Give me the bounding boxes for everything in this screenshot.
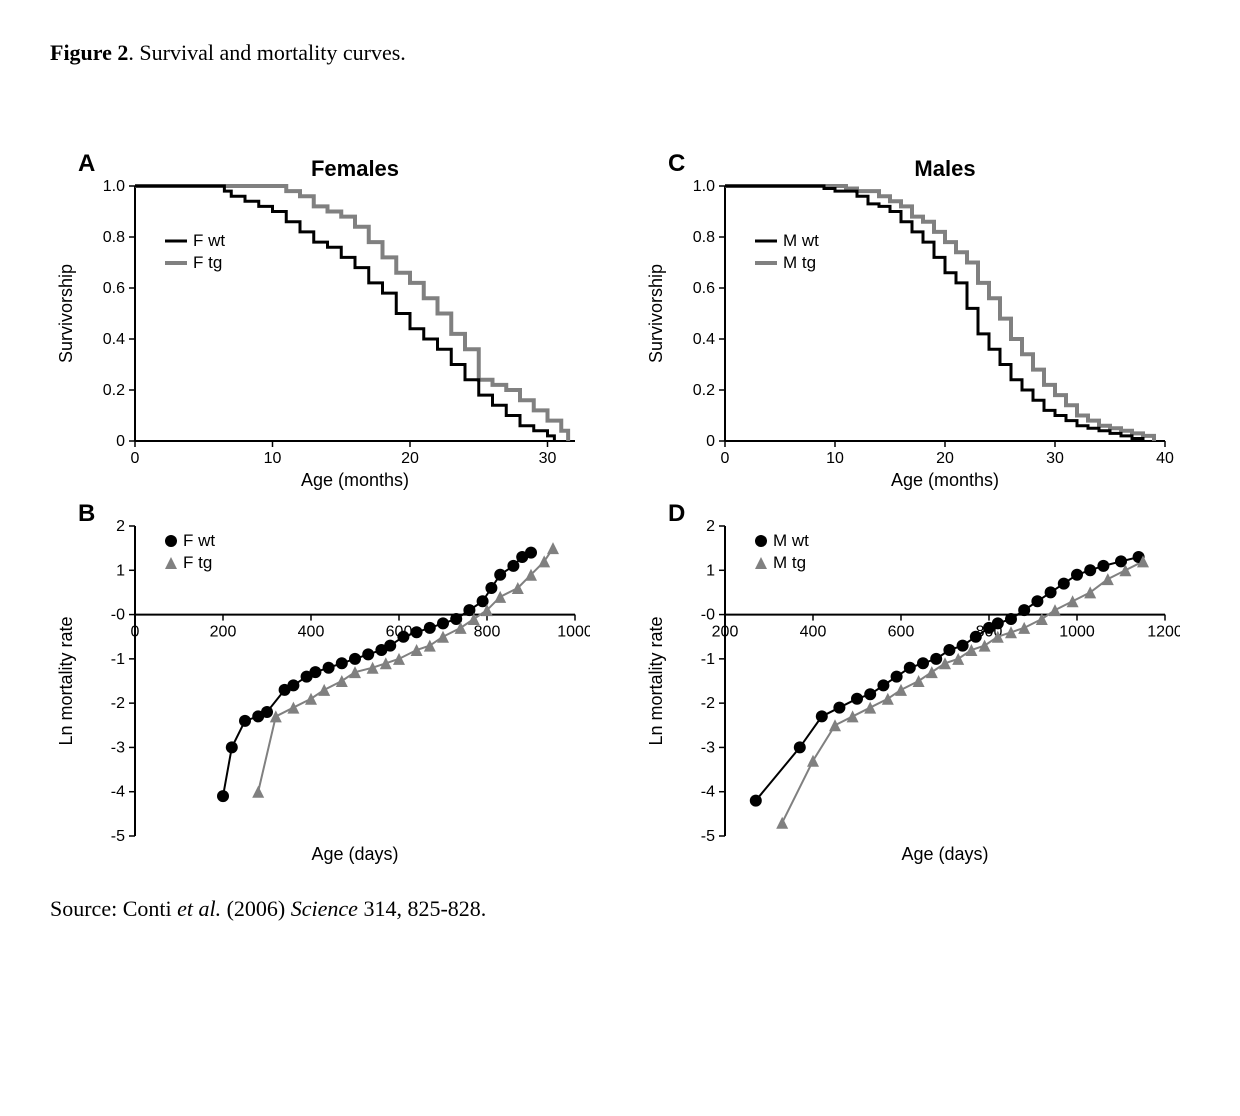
svg-text:30: 30 [1046, 450, 1064, 467]
source-line: Source: Conti et al. (2006) Science 314,… [50, 896, 1190, 922]
svg-text:Ln mortality rate: Ln mortality rate [646, 616, 666, 745]
svg-text:0: 0 [706, 433, 715, 450]
source-journal: Science [291, 896, 358, 921]
svg-text:1000: 1000 [557, 624, 590, 641]
svg-text:10: 10 [264, 450, 282, 467]
figure-caption: Figure 2. Survival and mortality curves. [50, 40, 1190, 66]
panel-A-chart: Females 0 10 20 30 0 0.2 0.4 0.6 0.8 1.0 Age (month… [50, 156, 590, 496]
svg-text:30: 30 [539, 450, 557, 467]
svg-text:0: 0 [131, 624, 140, 641]
figure-label: Figure 2 [50, 40, 128, 65]
svg-text:20: 20 [936, 450, 954, 467]
svg-text:-1: -1 [111, 651, 125, 668]
panel-C-chart: Males 0 10 20 30 40 0 0.2 0.4 0.6 0.8 1.0 Age (month… [640, 156, 1180, 496]
figure-caption-text: . Survival and mortality curves. [128, 40, 405, 65]
svg-text:-3: -3 [701, 739, 715, 756]
svg-text:200: 200 [712, 624, 739, 641]
svg-text:F tg: F tg [183, 553, 212, 572]
svg-text:Age (months): Age (months) [301, 470, 409, 490]
svg-text:0.8: 0.8 [103, 229, 125, 246]
source-etal: et al. [177, 896, 221, 921]
panel-B-letter: B [78, 500, 95, 528]
panel-B: B 02004006008001000-5-4-3-2-1-012Age (da… [50, 506, 600, 866]
svg-text:-0: -0 [111, 607, 125, 624]
svg-text:F tg: F tg [193, 253, 222, 272]
panel-D: D 20040060080010001200-5-4-3-2-1-012Age … [640, 506, 1190, 866]
svg-text:Age (months): Age (months) [891, 470, 999, 490]
svg-text:-5: -5 [701, 828, 715, 845]
panel-B-chart: 02004006008001000-5-4-3-2-1-012Age (days… [50, 506, 590, 866]
svg-text:1.0: 1.0 [103, 178, 125, 195]
svg-text:-5: -5 [111, 828, 125, 845]
panel-C-letter: C [668, 150, 685, 178]
panel-D-letter: D [668, 500, 685, 528]
svg-text:Survivorship: Survivorship [56, 264, 76, 363]
svg-text:0.4: 0.4 [693, 331, 715, 348]
panel-A-letter: A [78, 150, 95, 178]
svg-text:1200: 1200 [1147, 624, 1180, 641]
svg-text:-2: -2 [111, 695, 125, 712]
svg-text:10: 10 [826, 450, 844, 467]
svg-text:Survivorship: Survivorship [646, 264, 666, 363]
svg-text:0.8: 0.8 [693, 229, 715, 246]
svg-text:1.0: 1.0 [693, 178, 715, 195]
figure-panels: A Females010203000.20.40.60.81.0Age (mon… [50, 156, 1190, 866]
source-prefix: Source: Conti [50, 896, 177, 921]
svg-text:Age (days): Age (days) [311, 844, 398, 864]
svg-text:0: 0 [721, 450, 730, 467]
svg-text:0.4: 0.4 [103, 331, 125, 348]
svg-text:M wt: M wt [773, 531, 809, 550]
svg-text:400: 400 [800, 624, 827, 641]
svg-text:0.2: 0.2 [103, 382, 125, 399]
source-mid: (2006) [221, 896, 291, 921]
panel-A: A Females010203000.20.40.60.81.0Age (mon… [50, 156, 600, 496]
svg-text:1000: 1000 [1059, 624, 1095, 641]
svg-text:0.2: 0.2 [693, 382, 715, 399]
svg-text:2: 2 [706, 518, 715, 535]
svg-text:M tg: M tg [773, 553, 806, 572]
svg-text:Males: Males [914, 156, 975, 181]
svg-text:-2: -2 [701, 695, 715, 712]
svg-text:800: 800 [474, 624, 501, 641]
svg-text:F wt: F wt [193, 231, 225, 250]
svg-text:0: 0 [131, 450, 140, 467]
svg-text:1: 1 [116, 562, 125, 579]
svg-text:M tg: M tg [783, 253, 816, 272]
source-suffix: 314, 825-828. [358, 896, 486, 921]
svg-text:600: 600 [888, 624, 915, 641]
svg-text:Age (days): Age (days) [901, 844, 988, 864]
svg-text:200: 200 [210, 624, 237, 641]
svg-text:40: 40 [1156, 450, 1174, 467]
svg-text:-3: -3 [111, 739, 125, 756]
svg-text:-0: -0 [701, 607, 715, 624]
svg-text:0.6: 0.6 [103, 280, 125, 297]
svg-text:400: 400 [298, 624, 325, 641]
svg-text:M wt: M wt [783, 231, 819, 250]
svg-text:1: 1 [706, 562, 715, 579]
svg-text:Females: Females [311, 156, 399, 181]
svg-text:F wt: F wt [183, 531, 215, 550]
svg-text:Ln mortality rate: Ln mortality rate [56, 616, 76, 745]
svg-text:0.6: 0.6 [693, 280, 715, 297]
svg-text:0: 0 [116, 433, 125, 450]
svg-text:-4: -4 [701, 784, 715, 801]
panel-C: C Males01020304000.20.40.60.81.0Age (mon… [640, 156, 1190, 496]
svg-text:-4: -4 [111, 784, 125, 801]
panel-D-chart: 20040060080010001200-5-4-3-2-1-012Age (d… [640, 506, 1180, 866]
svg-text:-1: -1 [701, 651, 715, 668]
svg-text:2: 2 [116, 518, 125, 535]
svg-text:20: 20 [401, 450, 419, 467]
